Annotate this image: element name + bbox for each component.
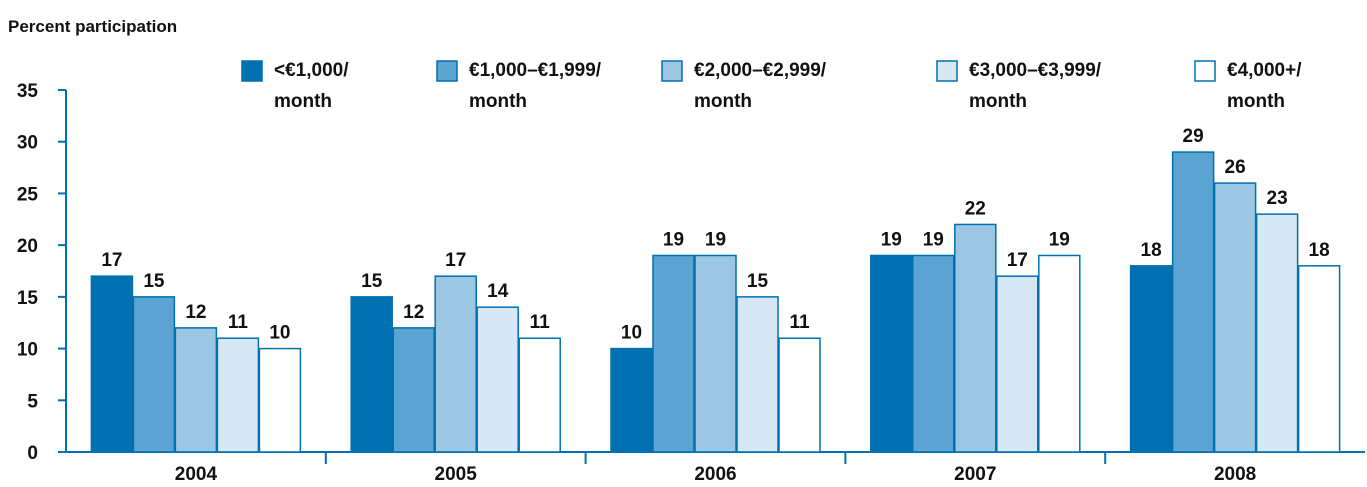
bar [652,254,695,453]
legend-label: €2,000–€2,999/ month [694,60,827,112]
y-tick-label: 30 [17,133,38,154]
value-label: 26 [1225,157,1246,178]
x-tick-label: 2005 [435,464,478,485]
value-label: 15 [361,271,383,292]
legend-label: €3,000–€3,999/ month [969,60,1102,112]
legend-swatch [241,60,263,82]
value-label: 19 [881,229,902,250]
bar [90,275,134,453]
value-label: 19 [705,229,726,250]
value-label: 19 [663,229,684,250]
bar [518,337,561,453]
value-label: 14 [487,281,509,302]
bar [1255,213,1299,453]
bar [216,337,260,453]
legend-label: €4,000+/ month [1227,60,1302,112]
y-tick-label: 35 [17,81,39,102]
value-label: 17 [1007,250,1028,271]
value-label: 17 [101,250,122,271]
bar [174,327,218,453]
x-tick-label: 2007 [954,464,996,485]
legend-swatch [1194,60,1216,82]
y-tick-label: 10 [17,340,38,361]
bar [434,275,477,453]
bar [132,296,176,453]
x-tick-label: 2006 [694,464,736,485]
bar [1129,265,1173,453]
legend-label: €1,000–€1,999/ month [469,60,602,112]
bar [912,254,955,453]
value-label: 23 [1267,188,1288,209]
legend-swatch [661,60,683,82]
bar [610,347,653,453]
bar [870,254,913,453]
chart-title: Percent participation [8,17,177,36]
value-label: 12 [185,302,206,323]
bar [476,306,519,453]
value-label: 22 [965,198,986,219]
value-label: 10 [621,323,642,344]
bar [350,296,393,453]
value-label: 11 [228,312,249,333]
value-label: 12 [403,302,424,323]
bar [258,347,302,453]
value-label: 11 [789,312,810,333]
y-tick-label: 20 [17,236,38,257]
bar [1297,265,1341,453]
bar [694,254,737,453]
value-label: 10 [269,323,290,344]
bar [392,327,435,453]
y-tick-label: 25 [17,184,39,205]
bar [1171,151,1215,453]
value-label: 15 [143,271,165,292]
bar [736,296,779,453]
value-label: 29 [1183,126,1204,147]
legend-label: <€1,000/ month [274,60,349,112]
bar [1213,182,1257,453]
bar [778,337,821,453]
y-tick-label: 0 [27,443,38,464]
value-label: 19 [923,229,944,250]
bar [1038,254,1081,453]
y-tick-label: 15 [17,288,39,309]
value-label: 19 [1049,229,1070,250]
bar [996,275,1039,453]
x-tick-label: 2004 [175,464,218,485]
value-label: 17 [445,250,466,271]
value-label: 11 [530,312,551,333]
legend-swatch [936,60,958,82]
bar [954,223,997,453]
legend-swatch [436,60,458,82]
value-label: 15 [747,271,769,292]
x-tick-label: 2008 [1214,464,1256,485]
y-tick-label: 5 [27,391,38,412]
value-label: 18 [1141,240,1162,261]
value-label: 18 [1309,240,1330,261]
